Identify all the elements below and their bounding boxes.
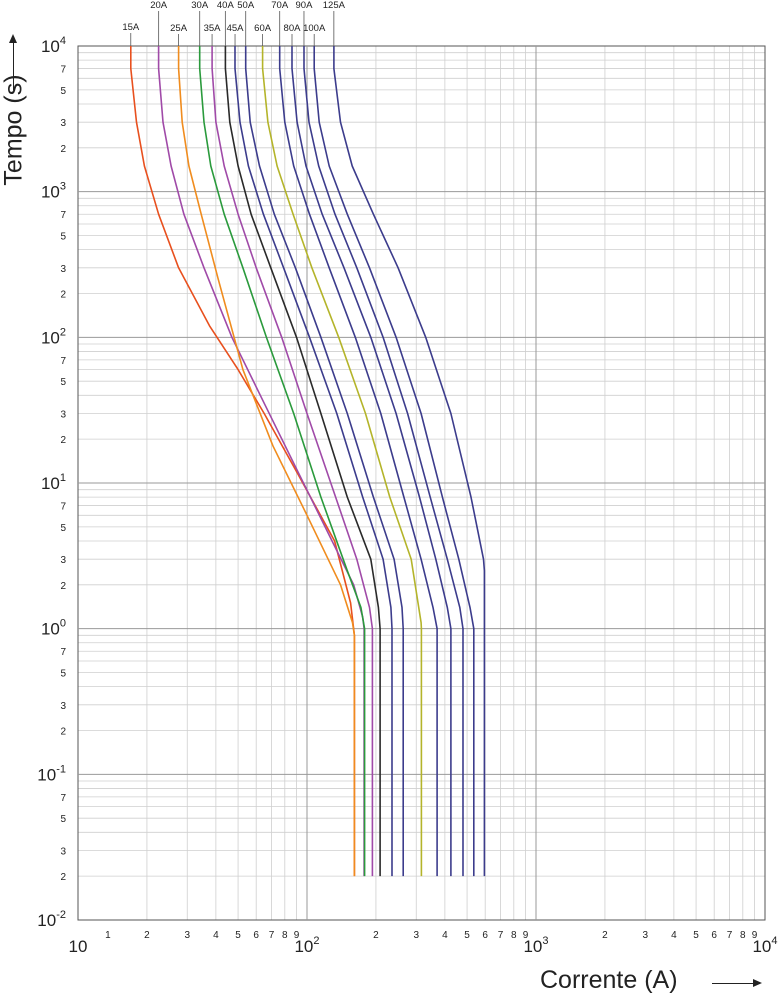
y-tick-label: 100 bbox=[41, 618, 66, 639]
y-minor-label: 2 bbox=[60, 289, 66, 300]
series-line-125A bbox=[333, 46, 486, 877]
y-minor-label: 7 bbox=[60, 65, 66, 76]
curve-label-80A: 80A bbox=[284, 23, 302, 34]
curve-label-25A: 25A bbox=[170, 23, 188, 34]
x-minor-label: 3 bbox=[413, 930, 419, 941]
series-line-60A bbox=[261, 46, 423, 877]
curve-label-35A: 35A bbox=[204, 23, 222, 34]
y-minor-label: 7 bbox=[60, 647, 66, 658]
y-minor-label: 3 bbox=[60, 264, 66, 275]
y-minor-label: 3 bbox=[60, 118, 66, 129]
y-minor-label: 2 bbox=[60, 581, 66, 592]
y-minor-label: 5 bbox=[60, 377, 66, 388]
series-line-40A bbox=[224, 46, 381, 877]
series-line-45A bbox=[234, 46, 393, 877]
x-tick-label: 10 bbox=[69, 937, 88, 956]
x-minor-label: 6 bbox=[253, 930, 259, 941]
x-minor-label: 4 bbox=[213, 930, 219, 941]
y-minor-label: 3 bbox=[60, 846, 66, 857]
y-minor-label: 7 bbox=[60, 793, 66, 804]
x-minor-label: 9 bbox=[294, 930, 300, 941]
x-minor-label: 2 bbox=[373, 930, 379, 941]
y-minor-label: 7 bbox=[60, 210, 66, 221]
curve-label-20A: 20A bbox=[150, 0, 168, 11]
x-minor-label: 2 bbox=[602, 930, 608, 941]
curve-label-15A: 15A bbox=[122, 22, 140, 33]
x-minor-label: 6 bbox=[482, 930, 488, 941]
x-minor-label: 8 bbox=[282, 930, 288, 941]
curve-label-70A: 70A bbox=[271, 0, 289, 11]
x-minor-label: 9 bbox=[523, 930, 529, 941]
y-minor-label: 7 bbox=[60, 502, 66, 513]
x-minor-label: 6 bbox=[711, 930, 717, 941]
y-minor-label: 7 bbox=[60, 356, 66, 367]
curve-label-50A: 50A bbox=[237, 0, 255, 11]
y-minor-label: 5 bbox=[60, 669, 66, 680]
y-axis-arrow bbox=[9, 34, 17, 90]
series-line-80A bbox=[291, 46, 452, 877]
y-tick-label: 103 bbox=[41, 181, 66, 202]
series-line-90A bbox=[303, 46, 464, 877]
curve-label-45A: 45A bbox=[227, 23, 245, 34]
x-tick-label: 104 bbox=[752, 935, 777, 956]
x-axis-arrow bbox=[712, 979, 762, 987]
x-tick-label: 103 bbox=[523, 935, 548, 956]
series-line-35A bbox=[211, 46, 374, 877]
curve-labels: 15A 20A 25A 30A 35A 40A 45A 50A 60A 70A 80A 90A 100A… bbox=[122, 0, 346, 46]
curve-label-40A: 40A bbox=[217, 0, 235, 11]
y-minor-label: 2 bbox=[60, 872, 66, 883]
y-minor-label: 5 bbox=[60, 814, 66, 825]
y-minor-label: 3 bbox=[60, 701, 66, 712]
series-layer bbox=[130, 46, 486, 877]
x-minor-label: 7 bbox=[269, 930, 275, 941]
series-line-30A bbox=[198, 46, 366, 877]
y-minor-label: 5 bbox=[60, 232, 66, 243]
x-minor-label: 4 bbox=[442, 930, 448, 941]
y-minor-label: 2 bbox=[60, 435, 66, 446]
y-axis-label: Tempo (s) bbox=[0, 74, 28, 186]
y-tick-label: 10-1 bbox=[37, 763, 66, 784]
curve-label-60A: 60A bbox=[254, 23, 272, 34]
y-minor-label: 5 bbox=[60, 523, 66, 534]
y-minor-label: 3 bbox=[60, 409, 66, 420]
x-minor-label: 3 bbox=[184, 930, 190, 941]
x-minor-label: 3 bbox=[642, 930, 648, 941]
y-minor-label: 2 bbox=[60, 144, 66, 155]
x-minor-label: 5 bbox=[464, 930, 470, 941]
x-minor-label: 8 bbox=[511, 930, 517, 941]
y-tick-label: 102 bbox=[41, 326, 66, 347]
curve-label-30A: 30A bbox=[191, 0, 209, 11]
y-tick-label: 104 bbox=[41, 35, 66, 56]
x-minor-label: 4 bbox=[671, 930, 677, 941]
x-minor-label: 7 bbox=[727, 930, 733, 941]
curve-label-125A: 125A bbox=[323, 0, 346, 11]
x-minor-label: 8 bbox=[740, 930, 746, 941]
x-minor-label: 2 bbox=[144, 930, 150, 941]
series-line-100A bbox=[313, 46, 475, 877]
y-tick-label: 10-2 bbox=[37, 909, 66, 930]
series-line-25A bbox=[177, 46, 356, 877]
y-minor-label: 2 bbox=[60, 726, 66, 737]
x-minor-label: 5 bbox=[235, 930, 241, 941]
x-minor-label: 1 bbox=[105, 930, 111, 941]
x-minor-label: 9 bbox=[752, 930, 758, 941]
series-line-50A bbox=[244, 46, 405, 877]
x-tick-label: 102 bbox=[294, 935, 319, 956]
y-minor-label: 3 bbox=[60, 555, 66, 566]
series-line-70A bbox=[278, 46, 438, 877]
curve-label-90A: 90A bbox=[296, 0, 314, 11]
y-minor-label: 5 bbox=[60, 86, 66, 97]
curve-label-100A: 100A bbox=[303, 23, 326, 34]
y-tick-label: 101 bbox=[41, 472, 66, 493]
x-axis-label: Corrente (A) bbox=[540, 966, 678, 994]
x-minor-label: 7 bbox=[498, 930, 504, 941]
x-minor-label: 5 bbox=[693, 930, 699, 941]
